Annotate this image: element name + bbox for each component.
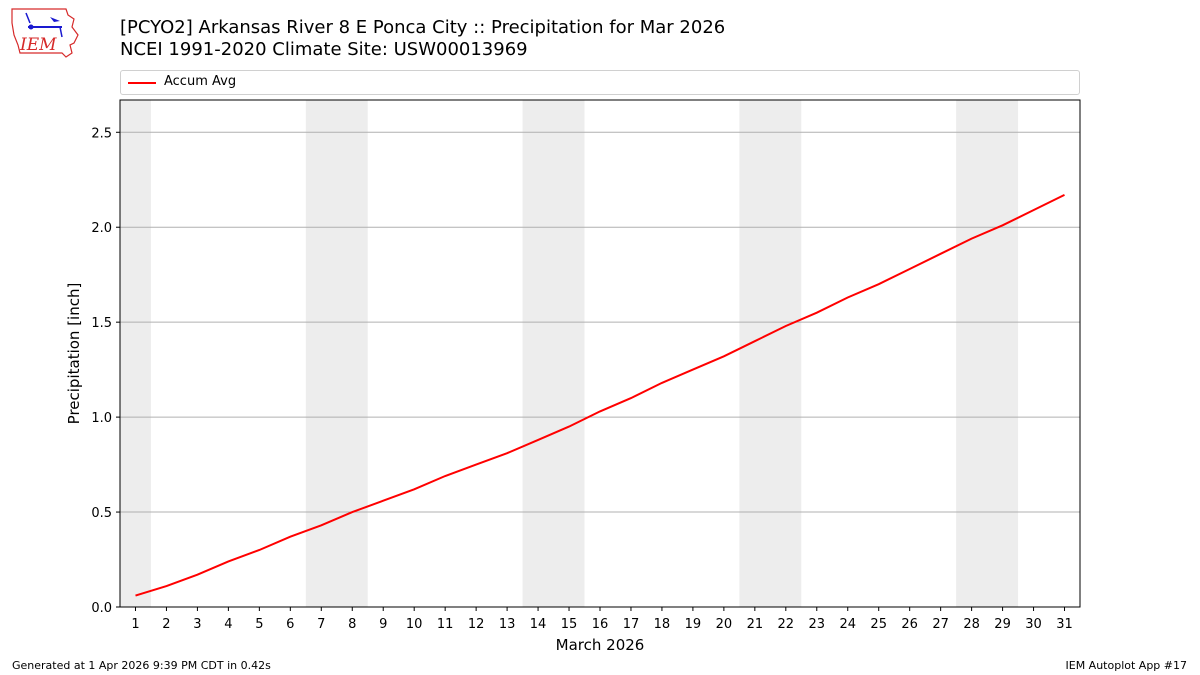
chart-title: [PCYO2] Arkansas River 8 E Ponca City ::…	[120, 17, 725, 61]
iem-logo: IEM	[8, 5, 80, 59]
x-tick-label: 15	[561, 617, 578, 632]
x-tick-label: 1	[131, 617, 139, 632]
x-tick-label: 22	[778, 617, 795, 632]
x-tick-label: 2	[162, 617, 170, 632]
svg-text:IEM: IEM	[19, 35, 57, 55]
plot-frame	[119, 99, 1081, 608]
x-tick-label: 3	[193, 617, 201, 632]
x-tick-label: 20	[716, 617, 733, 632]
y-tick-label: 2.5	[91, 126, 112, 141]
y-tick-label: 0.0	[91, 601, 112, 616]
series-line-accum-avg	[135, 194, 1065, 597]
x-tick-label: 6	[286, 617, 294, 632]
y-tick-label: 0.5	[91, 506, 112, 521]
x-tick-label: 10	[406, 617, 423, 632]
x-axis-label: March 2026	[556, 636, 645, 654]
legend-label-accum-avg: Accum Avg	[164, 74, 237, 89]
x-tick-label: 29	[994, 617, 1011, 632]
x-tick-label: 24	[839, 617, 856, 632]
weekend-shade	[120, 100, 151, 607]
legend: Accum Avg	[120, 70, 1080, 95]
y-tick-label: 1.0	[91, 411, 112, 426]
x-tick-label: 9	[379, 617, 387, 632]
x-tick-label: 11	[437, 617, 454, 632]
weekend-shade	[522, 100, 585, 607]
x-tick-label: 18	[654, 617, 671, 632]
weekend-shade	[956, 100, 1019, 607]
x-tick-label: 13	[499, 617, 516, 632]
generated-timestamp: Generated at 1 Apr 2026 9:39 PM CDT in 0…	[12, 659, 271, 672]
x-tick-label: 19	[685, 617, 702, 632]
y-tick-label: 1.5	[91, 316, 112, 331]
weekend-shade	[305, 100, 368, 607]
app-label: IEM Autoplot App #17	[1065, 659, 1188, 672]
title-line-1: [PCYO2] Arkansas River 8 E Ponca City ::…	[120, 17, 726, 38]
x-tick-label: 27	[932, 617, 949, 632]
x-tick-label: 8	[348, 617, 356, 632]
x-tick-label: 21	[747, 617, 764, 632]
x-tick-label: 12	[468, 617, 485, 632]
legend-swatch-accum-avg	[128, 82, 156, 84]
x-tick-label: 31	[1056, 617, 1073, 632]
y-tick-label: 2.0	[91, 221, 112, 236]
x-tick-label: 17	[623, 617, 640, 632]
x-tick-label: 7	[317, 617, 325, 632]
weekend-shade	[739, 100, 802, 607]
x-tick-label: 26	[901, 617, 918, 632]
x-tick-label: 30	[1025, 617, 1042, 632]
x-tick-label: 16	[592, 617, 609, 632]
x-tick-label: 14	[530, 617, 547, 632]
title-line-2: NCEI 1991-2020 Climate Site: USW00013969	[120, 39, 528, 60]
x-tick-label: 5	[255, 617, 263, 632]
y-axis-label: Precipitation [inch]	[65, 283, 83, 425]
x-tick-label: 4	[224, 617, 232, 632]
x-tick-label: 25	[870, 617, 887, 632]
x-tick-label: 23	[809, 617, 826, 632]
x-tick-label: 28	[963, 617, 980, 632]
